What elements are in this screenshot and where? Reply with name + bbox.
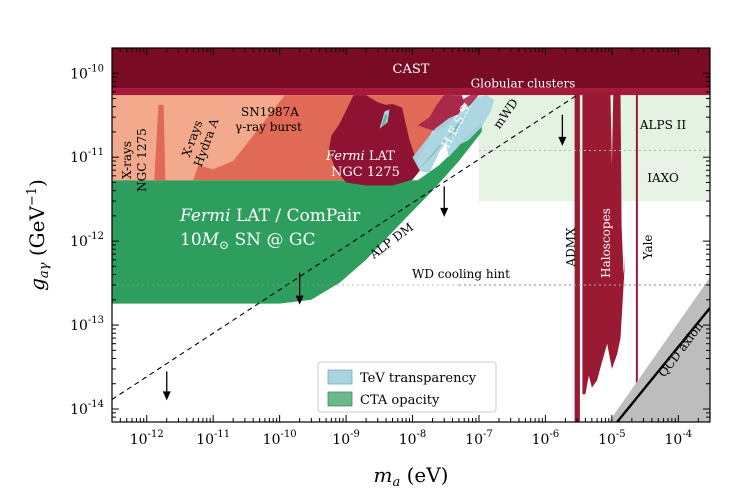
y-tick-label: 10-13 — [70, 315, 104, 334]
legend-box — [317, 361, 497, 413]
legend-swatch-tev-transparency — [327, 369, 353, 385]
admx-label: ADMX — [564, 227, 578, 268]
limit-arrow-head-3 — [558, 136, 567, 146]
qcd-axion-band — [608, 277, 710, 422]
x-tick-label: 10-6 — [532, 429, 560, 448]
yale-label: Yale — [641, 234, 655, 260]
fermi-compair-label-1: Fermi LAT / ComPair — [179, 206, 361, 226]
x-axis-label: ma (eV) — [374, 463, 449, 490]
iaxo-label: IAXO — [647, 171, 679, 185]
y-axis-label: gaγ (GeV−1) — [25, 179, 52, 291]
wd-cooling-label: WD cooling hint — [412, 267, 510, 281]
limit-arrow-head-0 — [162, 391, 171, 401]
cta-opacity-island — [381, 113, 388, 126]
haloscopes-label: Haloscopes — [599, 208, 613, 278]
x-tick-label: 10-11 — [196, 429, 230, 448]
fermi-compair-region — [112, 122, 482, 304]
x-tick-labels: 10-12 10-11 10-10 10-9 10-8 10-7 10-6 10-5 10-4 — [130, 429, 692, 448]
sn1987a-label-1: SN1987A — [241, 105, 299, 119]
x-tick-label: 10-4 — [665, 429, 693, 448]
y-tick-labels: 10-14 10-13 10-12 10-11 10-10 — [70, 63, 104, 418]
sn1987a-label-2: γ-ray burst — [235, 120, 302, 134]
globular-clusters-region — [112, 88, 710, 96]
legend-label-tev-transparency: TeV transparency — [360, 371, 477, 386]
y-tick-label: 10-12 — [70, 231, 104, 250]
x-tick-label: 10-7 — [465, 429, 493, 448]
fermi-ngc1275-region — [328, 95, 421, 186]
y-tick-label: 10-11 — [70, 147, 104, 166]
x-tick-label: 10-12 — [130, 429, 164, 448]
x-tick-label: 10-5 — [598, 429, 626, 448]
limit-arrow-head-2 — [440, 207, 449, 217]
qcd-axion-line — [616, 307, 710, 422]
xrays-ngc1275-label-2: NGC 1275 — [135, 128, 149, 192]
x-tick-label: 10-9 — [332, 429, 360, 448]
xrays-region — [112, 95, 285, 181]
globular-clusters-label: Globular clusters — [471, 76, 576, 90]
yale-region — [635, 91, 638, 395]
legend: TeV transparency CTA opacity — [317, 361, 497, 413]
cast-label: CAST — [393, 62, 430, 77]
haloscopes-region — [582, 91, 627, 395]
xrays-ngc1275-label-1: X-rays — [120, 141, 134, 179]
alps-ii-label: ALPS II — [639, 118, 686, 132]
regions-layer — [112, 48, 710, 422]
xrays-divider — [154, 104, 166, 181]
x-tick-label: 10-10 — [263, 429, 297, 448]
axis-ticks — [111, 47, 710, 423]
limit-arrow-head-1 — [295, 295, 304, 305]
y-tick-label: 10-10 — [70, 63, 104, 82]
legend-swatch-cta-opacity — [327, 391, 353, 407]
x-tick-label: 10-8 — [399, 429, 427, 448]
cast-region — [112, 48, 710, 89]
mwd-region — [461, 91, 481, 107]
legend-label-cta-opacity: CTA opacity — [360, 393, 440, 408]
plot-frame — [111, 47, 711, 423]
hess-region — [417, 95, 465, 132]
fermi-compair-label-2: 10M⊙ SN @ GC — [180, 230, 315, 252]
fermi-ngc1275-label-2: NGC 1275 — [331, 165, 400, 180]
fermi-ngc1275-label-1: Fermi LAT — [325, 149, 395, 164]
y-tick-label: 10-14 — [70, 399, 104, 418]
admx-region — [574, 91, 580, 422]
alp-dm-line — [112, 94, 578, 400]
lines-layer — [112, 94, 710, 422]
